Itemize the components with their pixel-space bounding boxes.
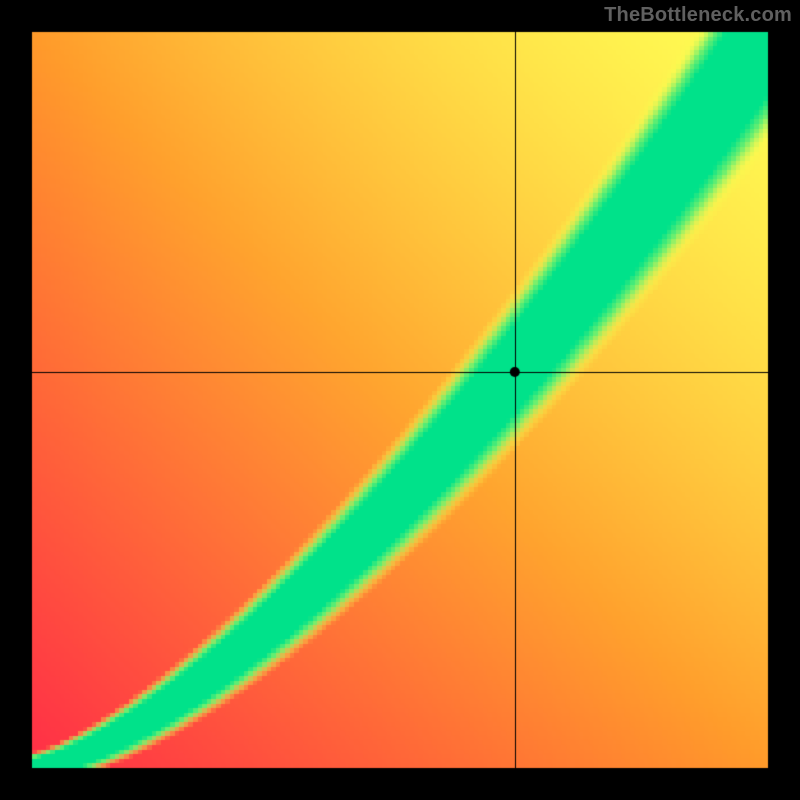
bottleneck-heatmap-canvas: [0, 0, 800, 800]
bottleneck-heatmap-wrap: { "attribution": "TheBottleneck.com", "c…: [0, 0, 800, 800]
attribution-text: TheBottleneck.com: [604, 0, 800, 27]
